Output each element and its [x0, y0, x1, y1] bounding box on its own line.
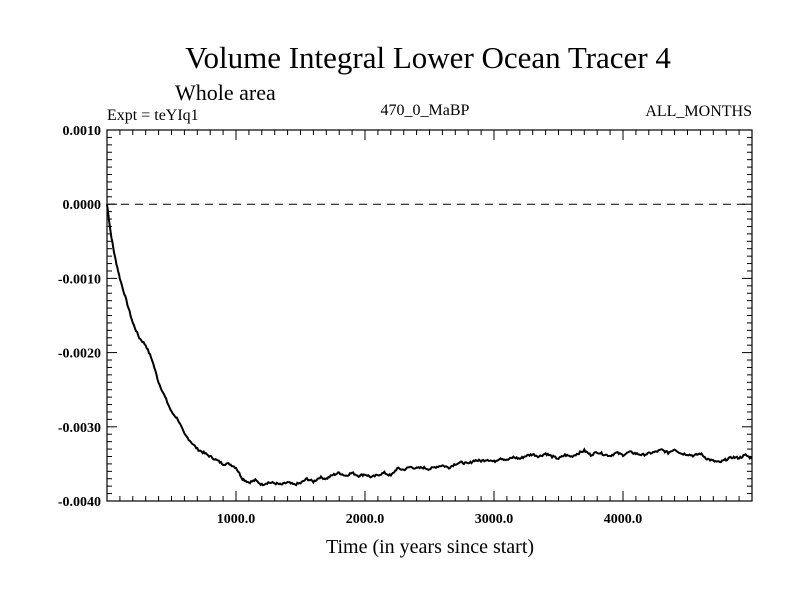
series-line — [106, 204, 753, 487]
period-label: 470_0_MaBP — [381, 102, 470, 119]
plot-frame — [106, 129, 753, 502]
months-label: ALL_MONTHS — [645, 103, 752, 120]
y-tick-label: -0.0020 — [58, 347, 101, 362]
x-tick-label: 2000.0 — [346, 512, 385, 527]
y-tick-label: 0.0000 — [63, 198, 102, 213]
x-tick-label: 4000.0 — [604, 512, 643, 527]
y-tick-label: 0.0010 — [63, 124, 102, 139]
chart-subtitle: Whole area — [175, 80, 276, 105]
y-tick-label: -0.0010 — [58, 272, 101, 287]
tick-group — [107, 130, 752, 501]
x-tick-label: 3000.0 — [475, 512, 514, 527]
x-axis-label: Time (in years since start) — [326, 536, 534, 558]
chart-title: Volume Integral Lower Ocean Tracer 4 — [185, 40, 671, 75]
x-tick-label: 1000.0 — [217, 512, 256, 527]
y-tick-label: -0.0030 — [58, 421, 101, 436]
tick-label-group: 1000.0 2000.0 3000.0 4000.0 0.0010 0.0000 -0.0… — [58, 124, 642, 527]
experiment-label: Expt = teYIq1 — [107, 107, 199, 124]
y-tick-label: -0.0040 — [58, 495, 101, 510]
